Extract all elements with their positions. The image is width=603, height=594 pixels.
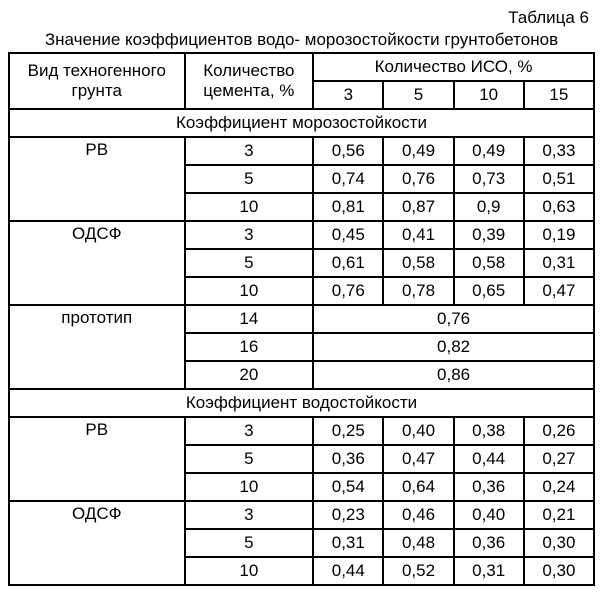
table-title: Значение коэффициентов водо- морозостойк… [8,30,595,50]
cell-cement: 3 [185,501,314,529]
cell-val: 0,52 [383,557,453,585]
cell-val: 0,64 [383,473,453,501]
cell-val: 0,40 [383,417,453,445]
cell-val: 0,36 [313,445,383,473]
table-row: прототип 14 0,76 [9,305,594,333]
cell-val: 0,40 [454,501,524,529]
table-row: ОДСФ 3 0,45 0,41 0,39 0,19 [9,221,594,249]
iso-5: 5 [383,81,453,109]
header-row-1: Вид техногенного грунта Количество цемен… [9,53,594,81]
section-frost: Коэффициент морозостойкости [9,109,594,137]
table-row: РВ 3 0,56 0,49 0,49 0,33 [9,137,594,165]
cell-cement: 10 [185,277,314,305]
cell-merged: 0,86 [313,361,594,389]
cell-cement: 3 [185,221,314,249]
cell-val: 0,21 [524,501,594,529]
cell-val: 0,87 [383,193,453,221]
cell-val: 0,33 [524,137,594,165]
header-soil-type: Вид техногенного грунта [9,53,185,109]
cell-val: 0,45 [313,221,383,249]
cell-cement: 16 [185,333,314,361]
group-rv: РВ [9,137,185,221]
cell-val: 0,38 [454,417,524,445]
section-frost-title: Коэффициент морозостойкости [9,109,594,137]
cell-cement: 3 [185,417,314,445]
table-row: ОДСФ 3 0,23 0,46 0,40 0,21 [9,501,594,529]
cell-val: 0,30 [524,529,594,557]
cell-val: 0,56 [313,137,383,165]
cell-cement: 20 [185,361,314,389]
section-water-title: Коэффициент водостойкости [9,389,594,417]
cell-val: 0,49 [383,137,453,165]
cell-cement: 10 [185,473,314,501]
group-odsf: ОДСФ [9,221,185,305]
cell-val: 0,41 [383,221,453,249]
group-rv: РВ [9,417,185,501]
cell-val: 0,46 [383,501,453,529]
cell-merged: 0,76 [313,305,594,333]
cell-val: 0,31 [313,529,383,557]
section-water: Коэффициент водостойкости [9,389,594,417]
cell-val: 0,51 [524,165,594,193]
cell-val: 0,26 [524,417,594,445]
cell-val: 0,58 [454,249,524,277]
cell-cement: 3 [185,137,314,165]
cell-val: 0,78 [383,277,453,305]
cell-val: 0,36 [454,529,524,557]
cell-val: 0,47 [383,445,453,473]
cell-val: 0,30 [524,557,594,585]
cell-val: 0,44 [454,445,524,473]
cell-val: 0,44 [313,557,383,585]
cell-val: 0,25 [313,417,383,445]
cell-val: 0,23 [313,501,383,529]
table-label: Таблица 6 [8,8,595,28]
cell-val: 0,76 [313,277,383,305]
cell-cement: 10 [185,557,314,585]
cell-val: 0,73 [454,165,524,193]
cell-val: 0,58 [383,249,453,277]
group-proto: прототип [9,305,185,389]
cell-val: 0,24 [524,473,594,501]
cell-val: 0,47 [524,277,594,305]
cell-val: 0,31 [454,557,524,585]
data-table: Вид техногенного грунта Количество цемен… [8,52,595,586]
cell-val: 0,19 [524,221,594,249]
cell-val: 0,48 [383,529,453,557]
cell-cement: 5 [185,249,314,277]
cell-cement: 10 [185,193,314,221]
cell-val: 0,63 [524,193,594,221]
header-iso: Количество ИСО, % [313,53,594,81]
cell-val: 0,54 [313,473,383,501]
cell-val: 0,31 [524,249,594,277]
cell-cement: 5 [185,529,314,557]
cell-val: 0,81 [313,193,383,221]
group-odsf: ОДСФ [9,501,185,585]
cell-val: 0,36 [454,473,524,501]
iso-10: 10 [454,81,524,109]
header-cement: Количество цемента, % [185,53,314,109]
iso-3: 3 [313,81,383,109]
cell-cement: 5 [185,165,314,193]
cell-val: 0,39 [454,221,524,249]
cell-val: 0,76 [383,165,453,193]
cell-cement: 5 [185,445,314,473]
iso-15: 15 [524,81,594,109]
cell-val: 0,74 [313,165,383,193]
cell-cement: 14 [185,305,314,333]
cell-merged: 0,82 [313,333,594,361]
cell-val: 0,49 [454,137,524,165]
table-row: РВ 3 0,25 0,40 0,38 0,26 [9,417,594,445]
cell-val: 0,9 [454,193,524,221]
cell-val: 0,61 [313,249,383,277]
cell-val: 0,65 [454,277,524,305]
cell-val: 0,27 [524,445,594,473]
